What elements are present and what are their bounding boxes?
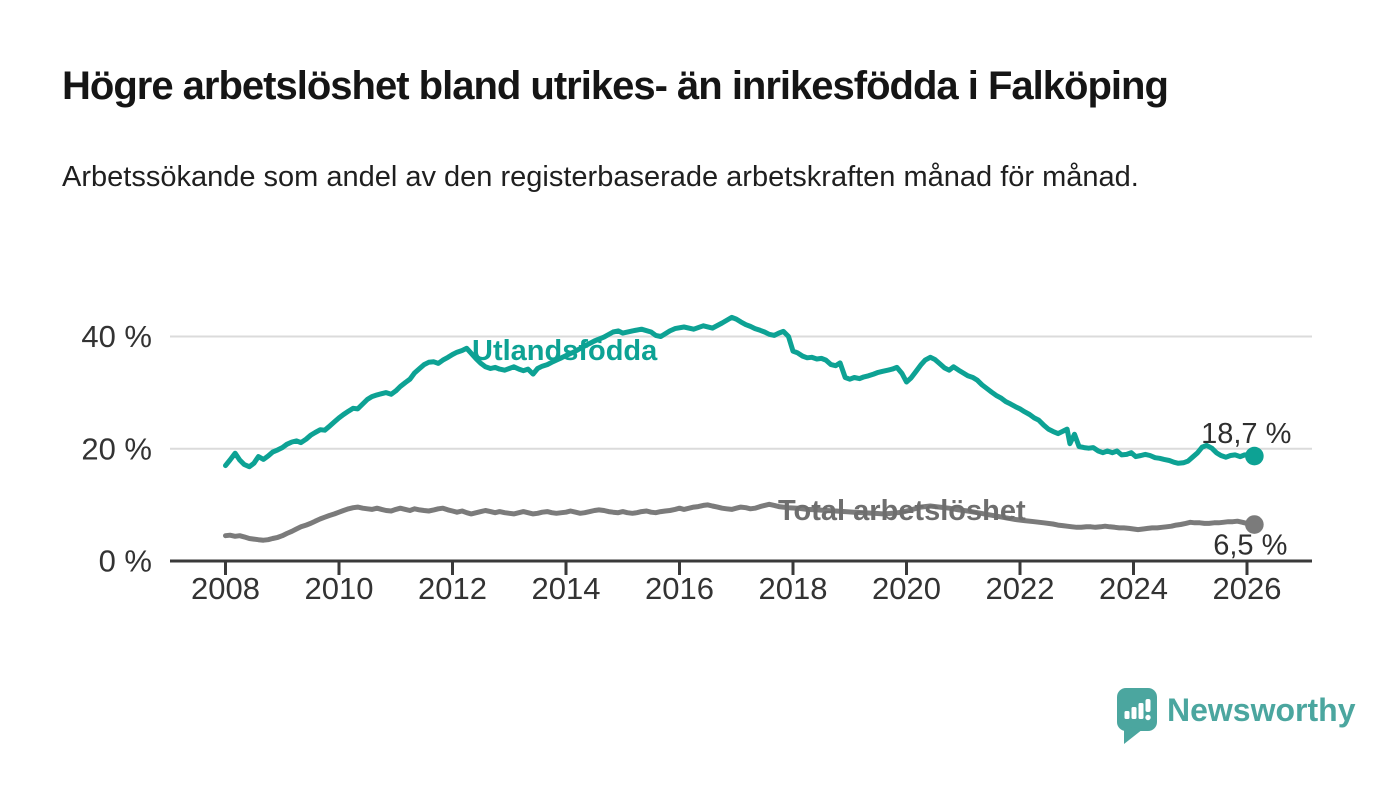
series-layer	[223, 314, 1264, 543]
series-line-utlandsfodda	[223, 314, 1257, 470]
x-axis-tick-label: 2012	[418, 571, 487, 606]
value-label-total: 6,5 %	[1213, 530, 1287, 562]
x-axis-tick-label: 2014	[532, 571, 601, 606]
y-axis-tick-label: 0 %	[99, 544, 152, 579]
x-axis-tick-label: 2010	[305, 571, 374, 606]
series-line-total	[223, 501, 1257, 543]
label-layer: Utlandsfödda 18,7 % Total arbetslöshet 6,5 …	[472, 335, 1291, 562]
series-label-total: Total arbetslöshet	[778, 495, 1026, 527]
series-end-dot-utlandsfodda	[1245, 446, 1264, 466]
axis-layer: 0 % 20 % 40 % 2008 2010 2012 2014 2016 2018 2020 2…	[81, 319, 1312, 606]
value-label-utlandsfodda: 18,7 %	[1201, 418, 1291, 450]
x-axis-tick-label: 2016	[645, 571, 714, 606]
brand-name: Newsworthy	[1167, 692, 1356, 728]
series-label-utlandsfodda: Utlandsfödda	[472, 335, 658, 367]
y-axis-tick-label: 20 %	[81, 431, 152, 466]
x-axis-tick-label: 2008	[191, 571, 260, 606]
grid-layer	[170, 335, 1312, 450]
x-axis-tick-label: 2022	[986, 571, 1055, 606]
x-axis-tick-label: 2026	[1213, 571, 1282, 606]
x-axis-tick-label: 2024	[1099, 571, 1168, 606]
x-axis-tick-label: 2018	[759, 571, 828, 606]
page-title: Högre arbetslöshet bland utrikes- än inr…	[62, 64, 1169, 108]
newsworthy-logo: Newsworthy	[1117, 688, 1356, 744]
newsworthy-logo-icon	[1117, 688, 1157, 744]
y-axis-tick-label: 40 %	[81, 319, 152, 354]
bar-chart-icon	[1124, 699, 1151, 721]
chart-subtitle: Arbetssökande som andel av den registerb…	[62, 161, 1139, 193]
x-axis-tick-label: 2020	[872, 571, 941, 606]
series-end-dot-total	[1245, 515, 1264, 534]
